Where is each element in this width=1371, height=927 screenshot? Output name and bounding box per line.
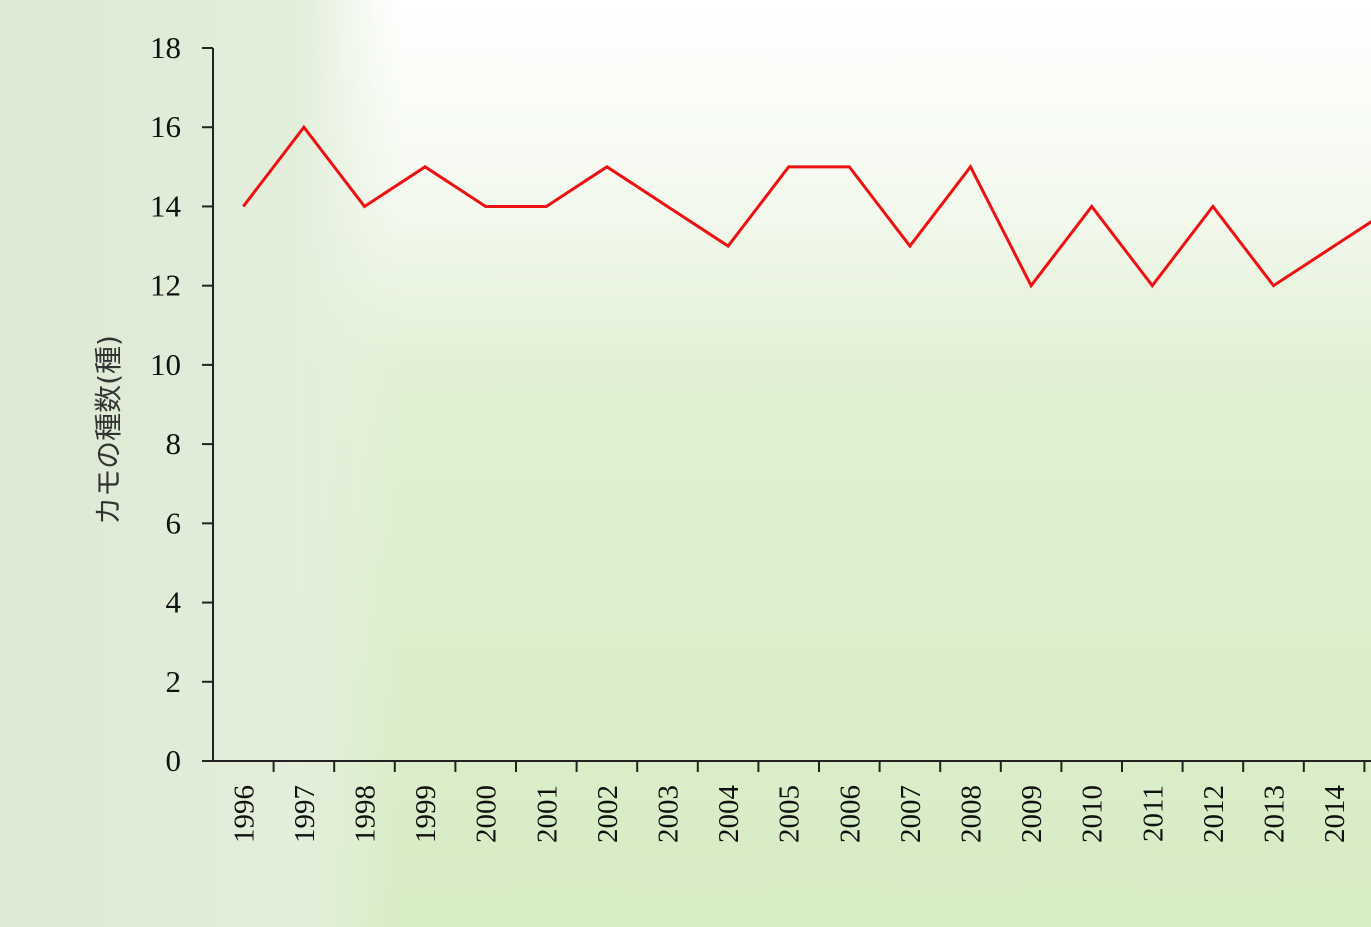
- y-tick-label: 2: [166, 664, 182, 699]
- x-tick-label: 2013: [1259, 785, 1291, 843]
- y-tick-label: 0: [166, 743, 182, 778]
- x-tick-label: 2004: [713, 785, 745, 844]
- x-tick-label: 2006: [834, 785, 866, 843]
- y-tick-label: 14: [150, 188, 182, 223]
- x-tick-label: 1996: [228, 785, 260, 843]
- x-tick-label: 2005: [774, 785, 806, 843]
- y-tick-label: 18: [150, 30, 181, 65]
- x-tick-label: 1999: [410, 785, 442, 843]
- x-tick-label: 2001: [531, 785, 563, 843]
- y-axis-label: カモの種数(種): [92, 335, 125, 525]
- x-tick-label: 2010: [1077, 785, 1109, 843]
- x-tick-label: 2009: [1016, 785, 1048, 843]
- x-tick-label: 2008: [956, 785, 988, 843]
- y-tick-label: 10: [150, 347, 181, 382]
- x-tick-label: 1997: [289, 785, 321, 843]
- x-tick-label: 2007: [895, 785, 927, 843]
- x-tick-label: 2003: [653, 785, 685, 843]
- y-tick-label: 16: [150, 109, 181, 144]
- y-tick-label: 6: [166, 505, 182, 540]
- x-tick-label: 1998: [350, 785, 382, 843]
- x-tick-label: 2002: [592, 785, 624, 843]
- y-tick-label: 12: [150, 268, 181, 303]
- x-tick-label: 2000: [471, 785, 503, 843]
- side-panel: [0, 0, 400, 927]
- y-tick-label: 8: [166, 426, 182, 461]
- x-tick-label: 2014: [1319, 785, 1351, 844]
- data-line: [242, 124, 1371, 289]
- x-tick-label: 2012: [1198, 785, 1230, 843]
- x-tick-label: 2011: [1137, 785, 1169, 842]
- y-tick-label: 4: [166, 585, 182, 620]
